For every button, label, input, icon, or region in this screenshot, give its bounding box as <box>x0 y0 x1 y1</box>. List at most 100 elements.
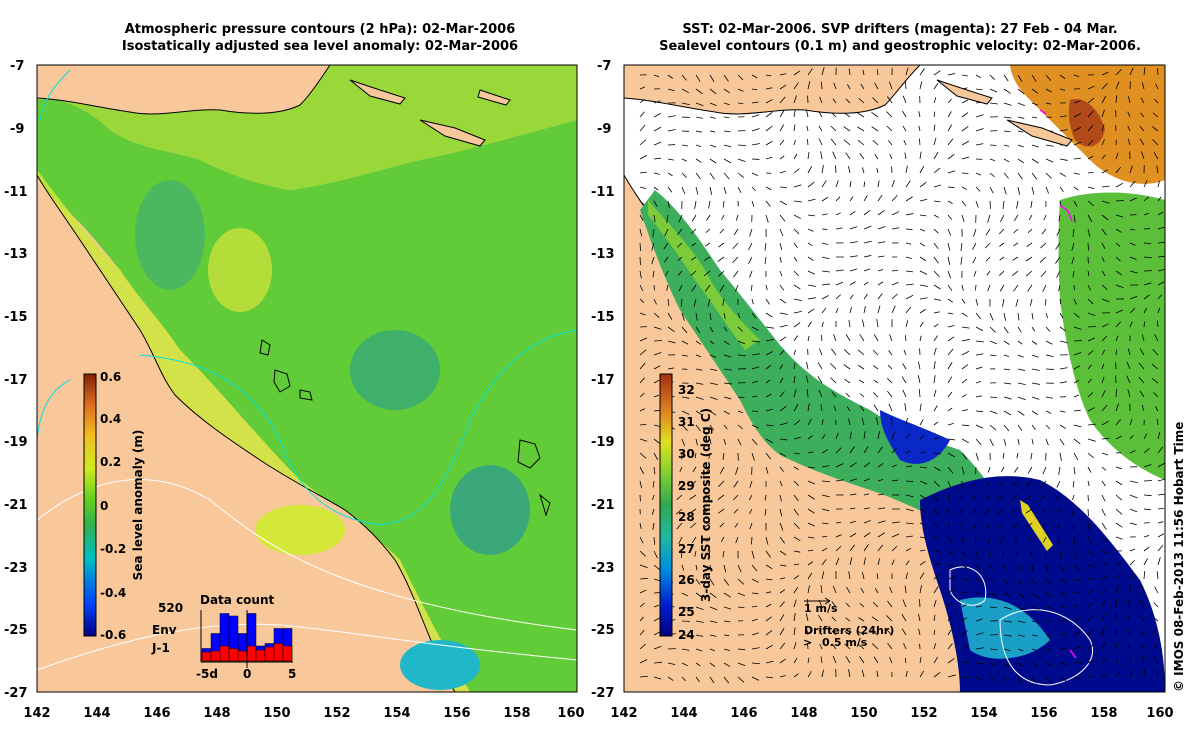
left-x-tick: 156 <box>443 706 470 721</box>
left-x-tick: 154 <box>383 706 410 721</box>
right-y-tick: -19 <box>591 435 615 450</box>
velocity-arrow <box>1144 322 1145 327</box>
right-x-tick: 148 <box>790 706 817 721</box>
sst-colorbar-tick: 24 <box>678 628 695 642</box>
left-y-tick: -23 <box>4 561 28 576</box>
left-y-tick: -25 <box>4 623 28 638</box>
left-y-tick: -21 <box>4 498 28 513</box>
sla-colorbar-tick: -0.2 <box>100 542 126 556</box>
left-y-tick: -11 <box>4 185 28 200</box>
velocity-arrow <box>640 578 648 579</box>
j1-count-bar <box>283 646 292 661</box>
j1-legend-label: J-1 <box>151 641 170 655</box>
scale-label: 1 m/s <box>804 602 838 615</box>
right-y-tick: -17 <box>591 373 615 388</box>
left-y-tick: -19 <box>4 435 28 450</box>
left-anomaly-low-2 <box>450 465 530 555</box>
left-x-tick: 146 <box>143 706 170 721</box>
left-y-tick: -15 <box>4 310 28 325</box>
velocity-arrow <box>1116 350 1117 355</box>
right-x-tick: 142 <box>610 706 637 721</box>
right-y-tick: -27 <box>591 686 615 701</box>
sst-colorbar-tick: 28 <box>678 510 695 524</box>
right-x-tick: 160 <box>1146 706 1173 721</box>
left-anomaly-low-3 <box>400 640 480 690</box>
sst-colorbar-tick: 32 <box>678 383 695 397</box>
env-legend-label: Env <box>152 623 177 637</box>
right-y-tick: -9 <box>597 122 611 137</box>
velocity-arrow <box>919 599 920 607</box>
right-x-tick: 144 <box>670 706 697 721</box>
sst-colorbar-tick: 25 <box>678 605 695 619</box>
right-x-tick: 150 <box>850 706 877 721</box>
right-y-tick: -11 <box>591 185 615 200</box>
right-y-tick: -25 <box>591 623 615 638</box>
left-anomaly-high <box>208 228 272 312</box>
right-y-axis: -7 -9 -11 -13 -15 -17 -19 -21 -23 -25 -2… <box>591 59 615 701</box>
velocity-arrow <box>1088 243 1089 250</box>
j1-count-bar <box>238 651 247 661</box>
sla-colorbar-tick: 0.6 <box>100 370 121 384</box>
sst-colorbar-tick: 26 <box>678 573 695 587</box>
velocity-arrow <box>1116 389 1117 397</box>
inset-x-tick: 0 <box>243 667 251 681</box>
inset-x-tick: 5 <box>288 667 296 681</box>
right-x-tick: 154 <box>970 706 997 721</box>
sla-colorbar-tick: 0.2 <box>100 455 121 469</box>
velocity-arrow <box>1115 376 1116 383</box>
right-y-tick: -21 <box>591 498 615 513</box>
left-anomaly-low <box>350 330 440 410</box>
drifter-speed-label: 0.5 m/s <box>822 636 868 649</box>
left-x-tick: 144 <box>83 706 110 721</box>
figure-canvas: -7 -9 -11 -13 -15 -17 -19 -21 -23 -25 -2… <box>0 0 1200 750</box>
sst-colorbar-label: 3-day SST composite (deg C) <box>699 408 713 602</box>
sla-colorbar-scale <box>84 374 96 636</box>
left-x-tick: 158 <box>503 706 530 721</box>
left-y-tick: -27 <box>4 686 28 701</box>
left-x-tick: 152 <box>323 706 350 721</box>
left-x-tick: 142 <box>23 706 50 721</box>
data-count-max-label: 520 <box>158 601 183 615</box>
sst-colorbar-tick: 27 <box>678 542 695 556</box>
sla-colorbar-tick: 0 <box>100 499 108 513</box>
left-y-tick: -17 <box>4 373 28 388</box>
right-x-tick: 156 <box>1030 706 1057 721</box>
left-anomaly-low-4 <box>135 180 205 290</box>
left-y-tick: -7 <box>10 59 24 74</box>
velocity-arrow <box>976 411 983 412</box>
right-y-tick: -23 <box>591 561 615 576</box>
velocity-arrow <box>1157 68 1158 75</box>
left-y-axis: -7 -9 -11 -13 -15 -17 -19 -21 -23 -25 -2… <box>4 59 28 701</box>
right-y-tick: -15 <box>591 310 615 325</box>
right-y-tick: -13 <box>591 247 615 262</box>
right-x-axis: 142 144 146 148 150 152 154 156 158 160 <box>610 706 1173 721</box>
j1-count-bar <box>220 646 229 661</box>
j1-count-bar <box>229 649 238 662</box>
left-x-axis: 142 144 146 148 150 152 154 156 158 160 <box>23 706 584 721</box>
data-count-title: Data count <box>200 593 275 607</box>
j1-count-bar <box>274 644 283 662</box>
sst-colorbar-tick: 29 <box>678 479 695 493</box>
j1-count-bar <box>202 652 211 661</box>
right-y-tick: -7 <box>597 59 611 74</box>
j1-count-bar <box>211 651 220 661</box>
velocity-arrow <box>738 397 744 398</box>
right-x-tick: 152 <box>910 706 937 721</box>
velocity-arrow <box>1144 669 1145 677</box>
sst-colorbar-tick: 31 <box>678 415 695 429</box>
left-x-tick: 148 <box>203 706 230 721</box>
left-y-tick: -9 <box>10 122 24 137</box>
left-x-tick: 160 <box>557 706 584 721</box>
sla-colorbar-tick: -0.4 <box>100 586 126 600</box>
sla-colorbar-tick: 0.4 <box>100 412 121 426</box>
j1-count-bar <box>256 650 265 661</box>
j1-count-bar <box>247 646 256 661</box>
right-x-tick: 158 <box>1090 706 1117 721</box>
inset-x-tick: -5d <box>196 667 218 681</box>
j1-count-bar <box>265 647 274 661</box>
sst-colorbar-tick: 30 <box>678 447 695 461</box>
drifter-arrow-icon: > <box>803 636 812 649</box>
left-x-tick: 150 <box>263 706 290 721</box>
velocity-arrow <box>962 173 968 174</box>
velocity-arrow <box>835 165 836 173</box>
